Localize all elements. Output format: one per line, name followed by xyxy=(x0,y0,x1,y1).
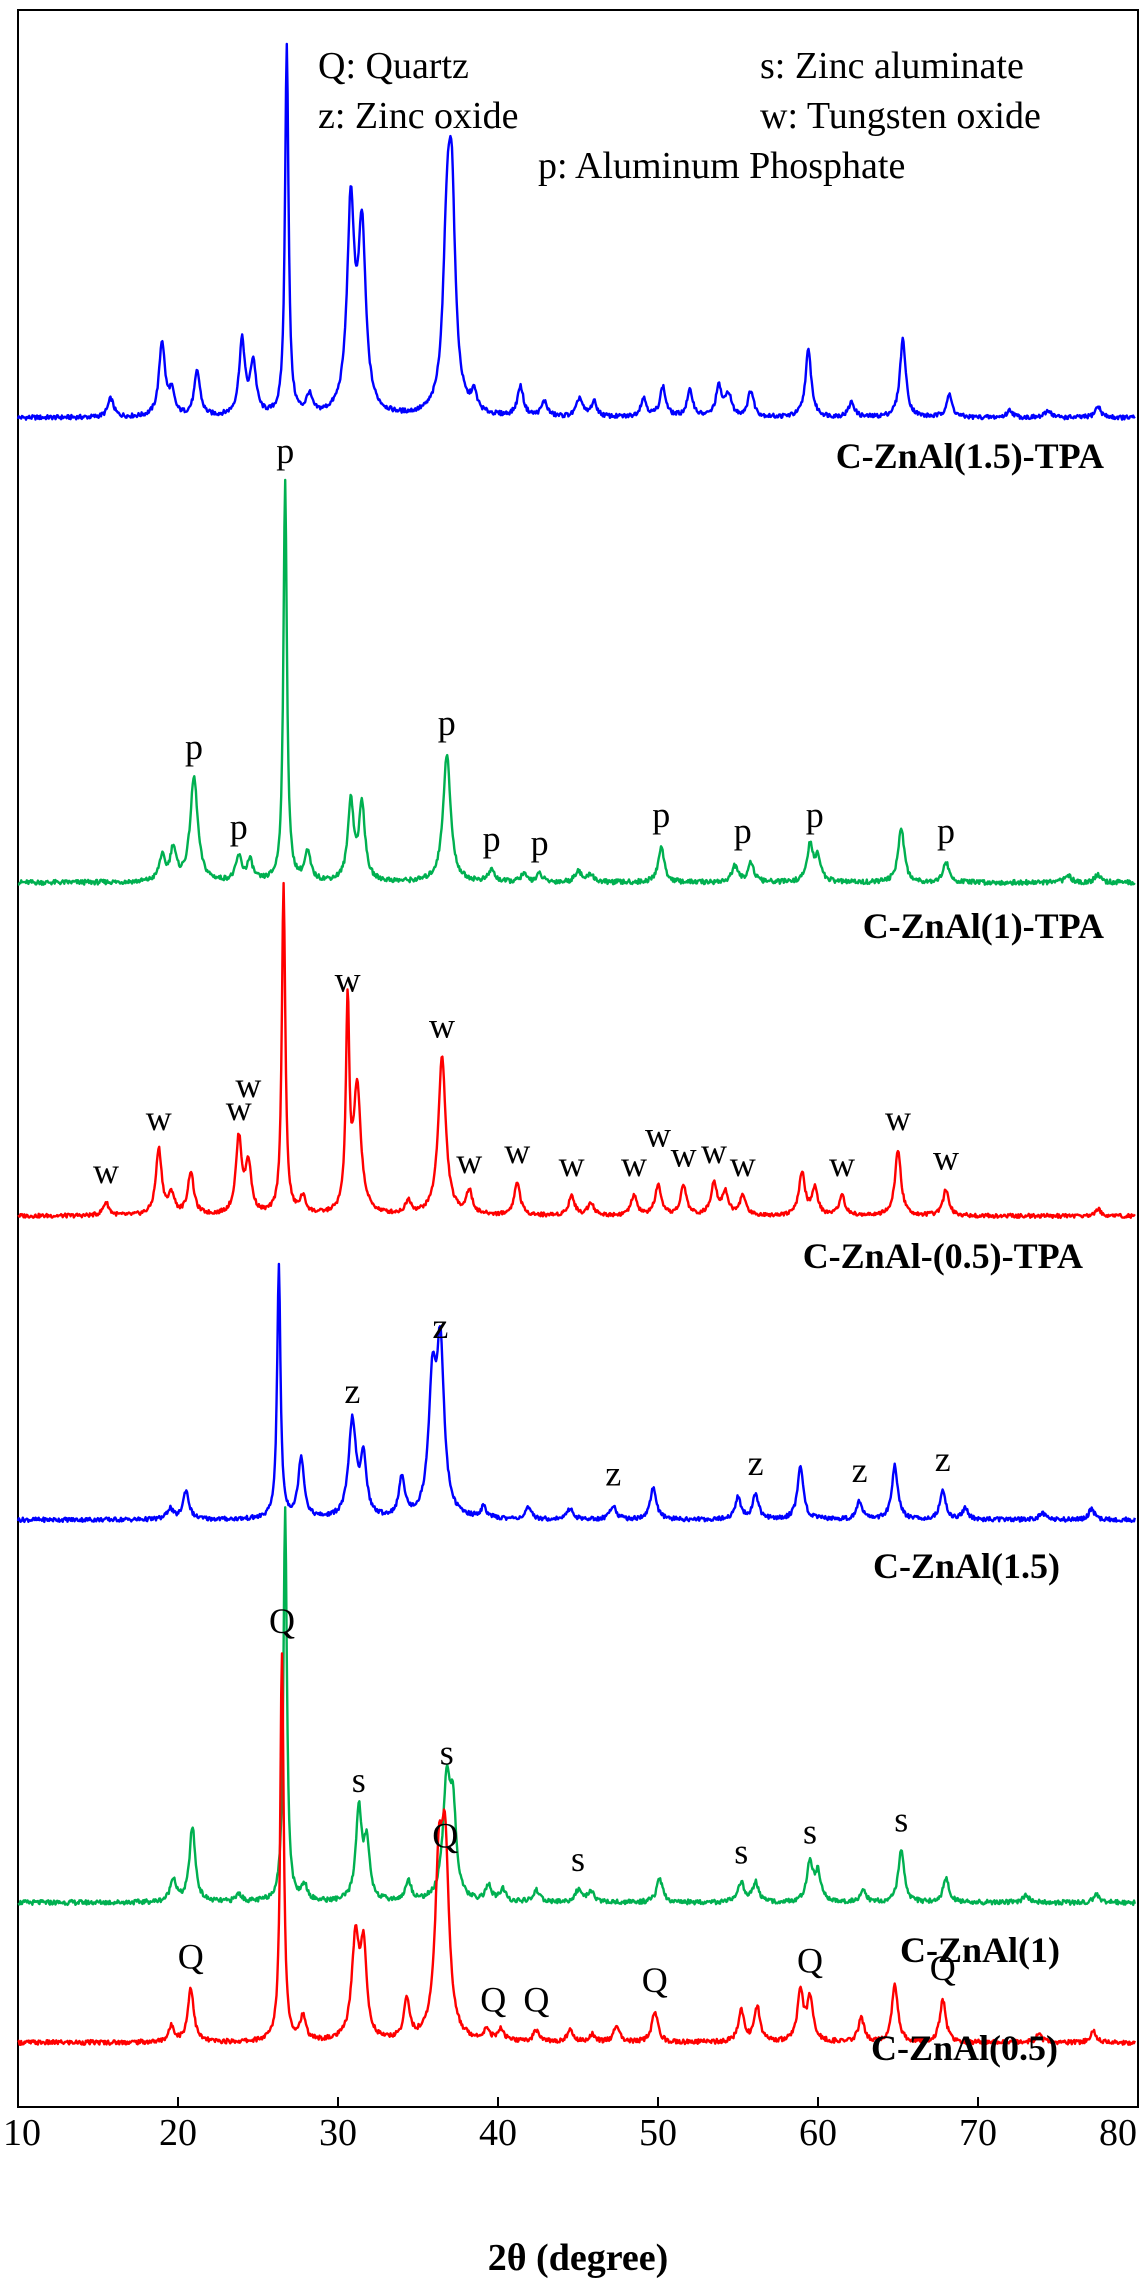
peak-annotation: s xyxy=(734,1831,748,1871)
x-axis-title: 2θ (degree) xyxy=(488,2237,669,2279)
peak-annotation: w xyxy=(146,1098,172,1138)
x-tick-label: 20 xyxy=(159,2112,197,2154)
x-tick-label: 80 xyxy=(1099,2112,1137,2154)
sample-label: C-ZnAl(0.5) xyxy=(871,2028,1058,2068)
peak-annotation: p xyxy=(937,811,955,851)
legend: Q: Quartz s: Zinc aluminate z: Zinc oxid… xyxy=(318,45,1041,187)
peak-annotation: w xyxy=(504,1131,530,1171)
peak-annotation: z xyxy=(748,1443,764,1483)
peak-annotation: w xyxy=(645,1115,671,1155)
peak-annotation: w xyxy=(429,1006,455,1046)
legend-entry-quartz: Q: Quartz xyxy=(318,45,469,87)
legend-entry-zinc-aluminate: s: Zinc aluminate xyxy=(760,45,1024,87)
peak-annotation: p xyxy=(806,795,824,835)
peak-annotation: p xyxy=(652,795,670,835)
peak-annotation: w xyxy=(456,1141,482,1181)
plot-frame xyxy=(17,9,1139,2108)
peak-annotation: Q xyxy=(178,1936,204,1976)
peak-annotation: s xyxy=(803,1812,817,1852)
x-tick-label: 10 xyxy=(3,2112,41,2154)
x-tick-label: 30 xyxy=(319,2112,357,2154)
sample-labels: C-ZnAl(1.5)-TPA C-ZnAl(1)-TPA C-ZnAl-(0.5)… xyxy=(803,436,1104,2068)
trace-c-znal-1- xyxy=(17,1506,1136,1907)
peak-annotation: w xyxy=(829,1144,855,1184)
peak-annotation: w xyxy=(621,1144,647,1184)
peak-annotation: s xyxy=(352,1760,366,1800)
peak-annotation: Q xyxy=(523,1979,549,2019)
x-tick-label: 70 xyxy=(959,2112,997,2154)
peak-annotation: Q xyxy=(432,1816,458,1856)
peak-annotation: z xyxy=(432,1306,448,1346)
x-tick-label: 50 xyxy=(639,2112,677,2154)
peak-annotation: p xyxy=(185,727,203,767)
peak-annotation: w xyxy=(226,1088,252,1128)
peak-annotation: w xyxy=(235,1065,261,1105)
legend-entry-zinc-oxide: z: Zinc oxide xyxy=(318,95,518,137)
trace-c-znal-0-5-tpa xyxy=(17,881,1136,1219)
peak-annotation: p xyxy=(734,811,752,851)
trace-c-znal-1-tpa xyxy=(17,478,1136,886)
peak-annotation: w xyxy=(933,1138,959,1178)
peak-annotation: p xyxy=(276,431,294,471)
x-tick-label: 40 xyxy=(479,2112,517,2154)
peak-annotation: Q xyxy=(480,1979,506,2019)
peak-annotation: w xyxy=(93,1151,119,1191)
peak-annotation: w xyxy=(701,1131,727,1171)
trace-c-znal-1-5-tpa xyxy=(16,42,1136,421)
peak-annotation: Q xyxy=(642,1960,668,2000)
peak-annotation: p xyxy=(483,819,501,859)
peak-annotation: z xyxy=(852,1450,868,1490)
peak-annotation: w xyxy=(671,1134,697,1174)
peak-annotation: s xyxy=(440,1733,454,1773)
trace-c-znal-1-5- xyxy=(16,1262,1136,1524)
peak-annotation: w xyxy=(559,1144,585,1184)
sample-label: C-ZnAl(1)-TPA xyxy=(863,906,1104,946)
x-tick-label: 60 xyxy=(799,2112,837,2154)
peak-annotation: z xyxy=(935,1439,951,1479)
peak-annotation: Q xyxy=(269,1601,295,1641)
peak-annotation: z xyxy=(605,1454,621,1494)
sample-label: C-ZnAl-(0.5)-TPA xyxy=(803,1236,1083,1276)
x-axis: 10 20 30 40 50 60 70 80 xyxy=(3,2097,1139,2154)
legend-entry-aluminum-phosphate: p: Aluminum Phosphate xyxy=(538,145,905,187)
peak-annotation: w xyxy=(885,1098,911,1138)
trace-c-znal-0-5- xyxy=(17,1652,1136,2046)
peak-annotation: z xyxy=(344,1371,360,1411)
peak-annotation: s xyxy=(894,1800,908,1840)
peak-annotation: s xyxy=(571,1839,585,1879)
legend-entry-tungsten-oxide: w: Tungsten oxide xyxy=(760,95,1041,137)
sample-label: C-ZnAl(1) xyxy=(900,1930,1060,1970)
peak-annotation: Q xyxy=(930,1948,956,1988)
sample-label: C-ZnAl(1.5) xyxy=(873,1546,1060,1586)
peak-annotation: p xyxy=(438,703,456,743)
sample-label: C-ZnAl(1.5)-TPA xyxy=(836,436,1104,476)
peak-annotation: p xyxy=(230,807,248,847)
traces-group xyxy=(16,42,1136,2046)
peak-annotation: w xyxy=(335,959,361,999)
peak-annotation: Q xyxy=(797,1940,823,1980)
peak-annotation: p xyxy=(531,823,549,863)
peak-annotation: w xyxy=(730,1144,756,1184)
